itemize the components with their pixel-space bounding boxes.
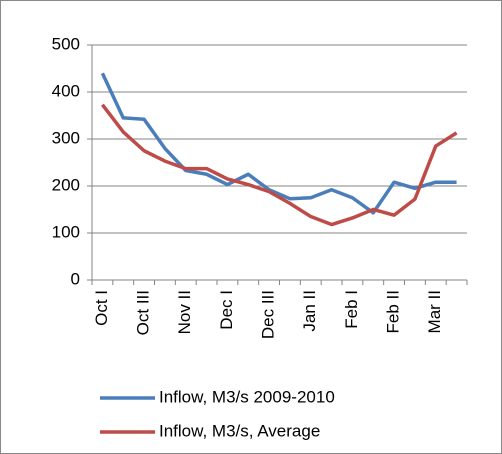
y-tick-label: 300 — [52, 128, 80, 147]
y-tick-label: 100 — [52, 222, 80, 241]
x-tick-label: Feb II — [384, 290, 403, 333]
series-line — [101, 103, 458, 227]
x-tick-label: Feb I — [342, 290, 361, 329]
x-tick-label: Mar II — [425, 290, 444, 333]
y-tick-label: 400 — [52, 81, 80, 100]
y-tick-label: 200 — [52, 175, 80, 194]
series-line — [100, 72, 457, 215]
x-tick-label: Oct III — [134, 290, 153, 335]
x-tick-label: Nov II — [175, 290, 194, 334]
legend-label: Inflow, M3/s, Average — [159, 421, 320, 440]
y-tick-label: 500 — [52, 34, 80, 53]
x-tick-label: Oct I — [92, 290, 111, 326]
x-tick-label: Jan II — [300, 290, 319, 332]
legend-label: Inflow, M3/s 2009-2010 — [159, 387, 335, 406]
x-tick-label: Dec I — [217, 290, 236, 330]
y-tick-label: 0 — [71, 269, 80, 288]
x-tick-label: Dec III — [259, 290, 278, 339]
